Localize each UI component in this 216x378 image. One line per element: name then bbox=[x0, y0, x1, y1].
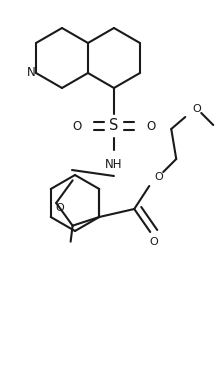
Text: O: O bbox=[146, 119, 156, 133]
Text: O: O bbox=[155, 172, 164, 182]
Text: O: O bbox=[56, 203, 65, 213]
Text: S: S bbox=[109, 118, 119, 133]
Text: N: N bbox=[27, 67, 35, 79]
Text: O: O bbox=[150, 237, 159, 247]
Text: O: O bbox=[72, 119, 82, 133]
Text: NH: NH bbox=[105, 158, 123, 170]
Text: O: O bbox=[193, 104, 202, 114]
